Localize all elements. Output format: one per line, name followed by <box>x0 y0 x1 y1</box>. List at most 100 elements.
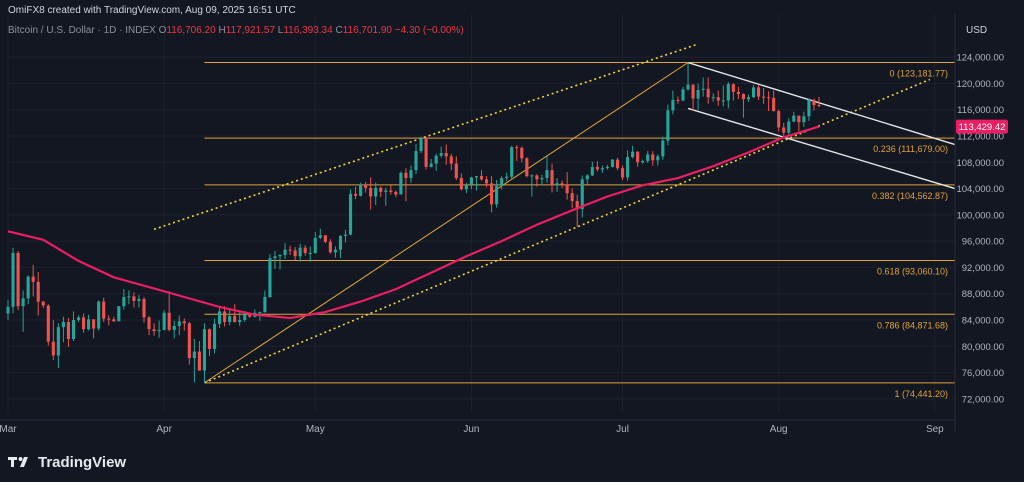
time-tick-label: Apr <box>156 424 172 435</box>
price-tick-label: 72,000.00 <box>962 394 1004 405</box>
candle-body <box>223 311 227 322</box>
candle-body <box>500 178 504 186</box>
candle-body <box>777 111 781 128</box>
candle-body <box>716 97 720 101</box>
candle-body <box>112 319 116 322</box>
candle-body <box>137 298 141 301</box>
time-tick-label: Mar <box>0 424 17 435</box>
candle-body <box>726 84 730 101</box>
price-tick-label: 100,000.00 <box>956 210 1004 221</box>
candle-body <box>404 172 408 179</box>
candle-body <box>510 147 514 177</box>
candle-body <box>399 172 403 195</box>
candle-body <box>691 84 695 99</box>
candle-body <box>646 154 650 161</box>
price-tick-label: 76,000.00 <box>962 368 1004 379</box>
candle-body <box>56 327 60 356</box>
time-tick-label: Jul <box>616 424 629 435</box>
price-tick-label: 108,000.00 <box>956 158 1004 169</box>
candle-body <box>575 201 579 209</box>
time-axis[interactable]: Mar Apr May Jun Jul Aug Sep <box>0 419 955 435</box>
candle-body <box>736 91 740 94</box>
candle-body <box>807 99 811 117</box>
candle-body <box>263 297 267 313</box>
candle-body <box>157 329 161 332</box>
candle-body <box>258 312 262 314</box>
candle-body <box>631 151 635 158</box>
candle-body <box>142 298 146 318</box>
candle-body <box>686 84 690 90</box>
candle-body <box>127 296 131 298</box>
candle-body <box>308 252 312 254</box>
close-label: C <box>335 25 343 36</box>
candle-body <box>394 191 398 195</box>
high-value: 117,921.57 <box>225 25 276 36</box>
candle-body <box>122 297 126 307</box>
candle-body <box>369 187 373 197</box>
candle-body <box>641 160 645 163</box>
tradingview-logo[interactable]: TradingView <box>8 452 126 472</box>
candle-body <box>490 183 494 205</box>
moving-average <box>7 125 820 320</box>
candle-body <box>449 156 453 164</box>
flag-lower-line <box>687 107 956 190</box>
candle-body <box>812 99 816 106</box>
candle-body <box>585 175 589 180</box>
candle-body <box>459 178 463 190</box>
high-label: H <box>218 25 226 36</box>
candle-body <box>570 193 574 202</box>
candle-body <box>661 140 665 157</box>
price-tick-label: 104,000.00 <box>956 184 1004 195</box>
candle-body <box>797 115 801 123</box>
candle-body <box>61 321 65 328</box>
price-tick-label: 112,000.00 <box>957 132 1004 143</box>
candle-body <box>152 329 156 332</box>
fib-level-label: 0.236 (111,679.00) <box>873 144 948 154</box>
candle-body <box>636 151 640 163</box>
candle-body <box>107 318 111 320</box>
symbol-legend[interactable]: Bitcoin / U.S. Dollar · 1D · INDEX O116,… <box>8 25 464 36</box>
last-price-badge <box>956 119 1008 134</box>
candle-body <box>238 320 242 322</box>
candle-body <box>293 250 297 257</box>
fib-level-label: 0.618 (93,060.10) <box>877 266 948 276</box>
candle-body <box>580 179 584 209</box>
candle-body <box>676 99 680 101</box>
price-axis[interactable]: 72,000.00 76,000.00 80,000.00 84,000.00 88,0… <box>954 14 1008 432</box>
ma-line <box>7 125 820 320</box>
candle-body <box>36 281 40 302</box>
candle-body <box>212 323 217 349</box>
candle-body <box>197 351 201 371</box>
candle-body <box>605 166 609 169</box>
tradingview-icon <box>8 457 28 467</box>
candle-body <box>626 157 630 178</box>
candle-body <box>424 137 428 167</box>
candle-body <box>147 317 151 330</box>
time-tick-label: Aug <box>770 424 788 435</box>
candle-body <box>560 183 564 185</box>
candle-body <box>278 254 282 257</box>
candle-body <box>746 97 751 100</box>
low-value: 116,393.34 <box>283 25 333 36</box>
candle-body <box>313 237 317 253</box>
candle-body <box>182 321 186 324</box>
candle-body <box>26 276 30 299</box>
low-label: L <box>277 25 284 36</box>
candle-body <box>76 317 81 320</box>
candle-body <box>66 321 71 340</box>
tradingview-wordmark: TradingView <box>38 453 127 471</box>
candle-body <box>615 159 620 169</box>
candle-body <box>802 116 806 123</box>
candle-body <box>243 314 247 320</box>
channel-upper-line <box>153 43 699 231</box>
candle-body <box>782 127 786 133</box>
currency-label[interactable]: USD <box>966 25 988 36</box>
candle-body <box>207 329 212 349</box>
candle-body <box>288 249 292 251</box>
candle-body <box>530 175 534 177</box>
flag-upper-line <box>687 61 956 146</box>
candle-body <box>81 317 86 330</box>
fib-retracement[interactable]: 0 (123,181.77) 0.236 (111,679.00) 0.382 (1… <box>204 62 955 399</box>
price-tick-label: 124,000.00 <box>956 53 1004 64</box>
